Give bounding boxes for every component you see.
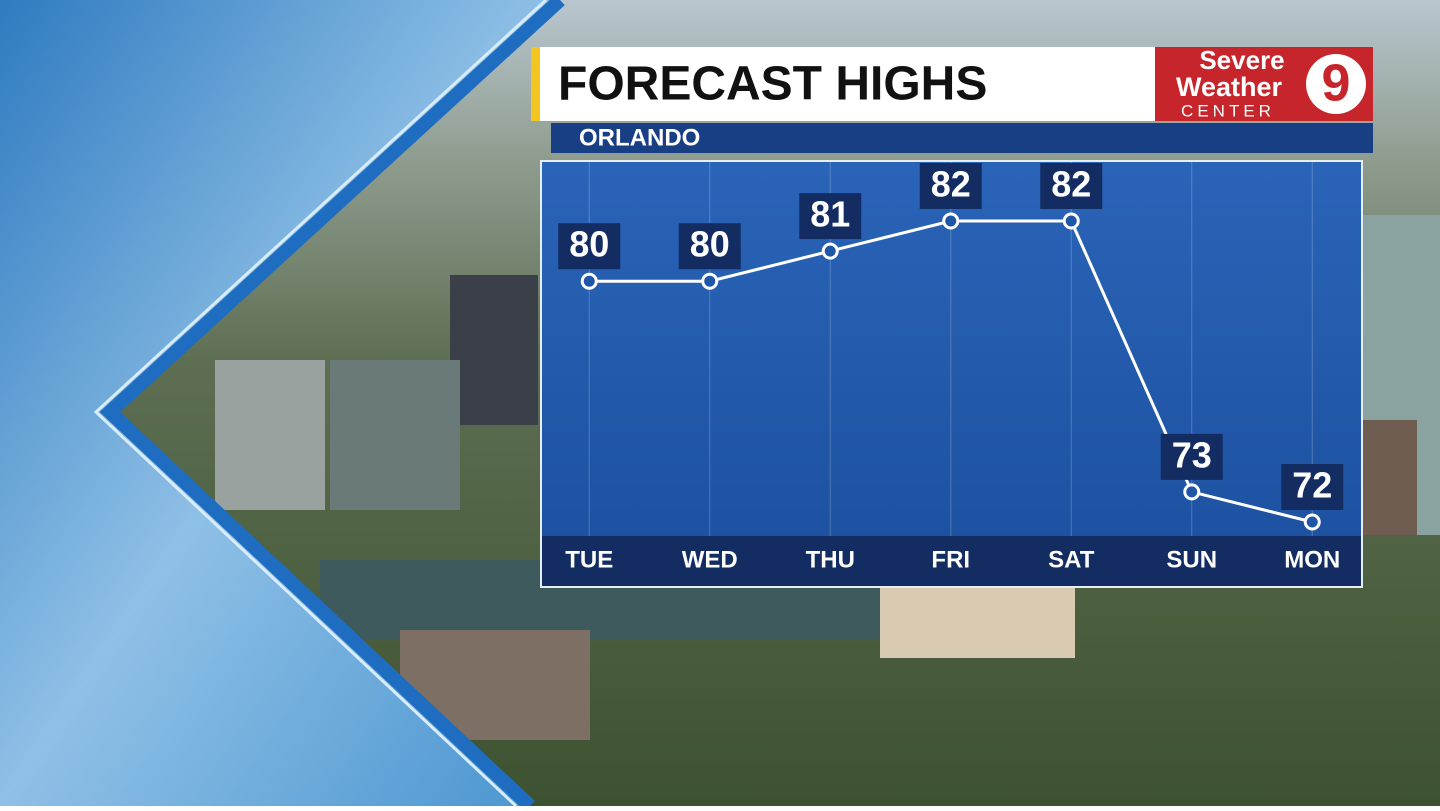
value-label-box: [1040, 163, 1103, 209]
chevron: [99, 0, 565, 811]
building: [880, 588, 1075, 658]
chart-title: FORECAST HIGHS: [558, 58, 987, 111]
point: [1062, 212, 1080, 230]
value-label: 73: [1172, 434, 1212, 475]
value-label: 82: [1051, 164, 1091, 205]
building: [1362, 420, 1417, 535]
point: [580, 272, 598, 290]
value-label: 72: [1292, 465, 1332, 506]
subtitle-bar: [551, 123, 1373, 153]
logo-text: CENTER: [1181, 101, 1275, 120]
value-label-box: [1281, 464, 1344, 510]
logo-channel: 9: [1322, 55, 1351, 113]
building: [450, 275, 538, 425]
value-label: 82: [931, 164, 971, 205]
value-label-box: [558, 223, 621, 270]
point: [821, 242, 839, 260]
point: [942, 212, 960, 230]
x-tick-label: TUE: [565, 546, 613, 573]
chevron-edge: [93, 0, 548, 808]
point: [1183, 483, 1201, 501]
logo-text: Severe: [1199, 45, 1284, 75]
value-label: 81: [810, 194, 850, 235]
chart-subtitle: ORLANDO: [579, 124, 700, 151]
title-accent: [531, 47, 540, 121]
value-label: 80: [690, 224, 730, 265]
x-tick-label: FRI: [931, 546, 970, 573]
logo-badge: [1306, 54, 1366, 114]
point: [701, 272, 719, 290]
building: [215, 360, 325, 510]
point: [1303, 513, 1321, 531]
plot-layer: TUE WED THU FRI SAT SUN MON 80 80 81 82 82 73 72: [558, 162, 1344, 573]
x-tick-label: THU: [806, 546, 855, 573]
side-panel: [0, 0, 550, 806]
plot-area: [540, 160, 1363, 588]
building: [330, 360, 460, 510]
x-tick-label: MON: [1284, 546, 1340, 573]
value-label: 80: [569, 224, 609, 265]
value-label-box: [919, 163, 982, 209]
logo-text: Weather: [1176, 72, 1283, 102]
title-bar: [531, 47, 1155, 121]
x-tick-label: SUN: [1166, 546, 1217, 573]
value-label-box: [678, 223, 741, 270]
x-tick-label: SAT: [1048, 546, 1095, 573]
value-label-box: [799, 193, 862, 240]
x-tick-label: WED: [682, 546, 738, 573]
day-band: [542, 536, 1361, 586]
value-label-box: [1160, 433, 1223, 480]
